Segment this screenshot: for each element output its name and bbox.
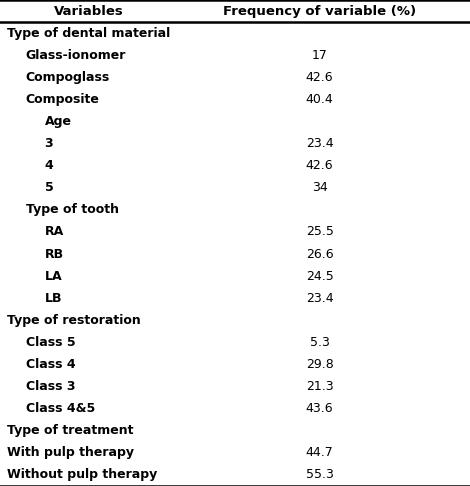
Text: RB: RB [45, 247, 64, 260]
Text: Composite: Composite [26, 93, 100, 106]
Text: Class 3: Class 3 [26, 380, 75, 393]
Text: Class 4: Class 4 [26, 358, 76, 371]
Text: Age: Age [45, 115, 71, 128]
Text: 34: 34 [312, 181, 328, 194]
Text: 29.8: 29.8 [306, 358, 334, 371]
Text: 42.6: 42.6 [306, 159, 333, 172]
Text: RA: RA [45, 226, 64, 239]
Text: Class 5: Class 5 [26, 336, 76, 349]
Text: Type of restoration: Type of restoration [7, 314, 141, 327]
Text: 4: 4 [45, 159, 54, 172]
Text: 43.6: 43.6 [306, 402, 333, 415]
Text: 26.6: 26.6 [306, 247, 333, 260]
Text: Compoglass: Compoglass [26, 71, 110, 84]
Text: Variables: Variables [55, 4, 124, 17]
Text: 42.6: 42.6 [306, 71, 333, 84]
Text: Type of tooth: Type of tooth [26, 203, 119, 216]
Text: 23.4: 23.4 [306, 292, 333, 305]
Text: With pulp therapy: With pulp therapy [7, 446, 134, 459]
Text: 5: 5 [45, 181, 54, 194]
Text: LA: LA [45, 270, 62, 283]
Text: 40.4: 40.4 [306, 93, 334, 106]
Text: Type of dental material: Type of dental material [7, 27, 170, 40]
Text: Without pulp therapy: Without pulp therapy [7, 469, 157, 482]
Text: 24.5: 24.5 [306, 270, 334, 283]
Text: Frequency of variable (%): Frequency of variable (%) [223, 4, 416, 17]
Text: 23.4: 23.4 [306, 137, 333, 150]
Text: 3: 3 [45, 137, 53, 150]
Text: Glass-ionomer: Glass-ionomer [26, 49, 126, 62]
Text: Type of treatment: Type of treatment [7, 424, 133, 437]
Text: 25.5: 25.5 [306, 226, 334, 239]
Text: 44.7: 44.7 [306, 446, 334, 459]
Text: LB: LB [45, 292, 62, 305]
Text: 21.3: 21.3 [306, 380, 333, 393]
Text: 5.3: 5.3 [310, 336, 329, 349]
Text: 17: 17 [312, 49, 328, 62]
Text: Class 4&5: Class 4&5 [26, 402, 95, 415]
Text: 55.3: 55.3 [306, 469, 334, 482]
